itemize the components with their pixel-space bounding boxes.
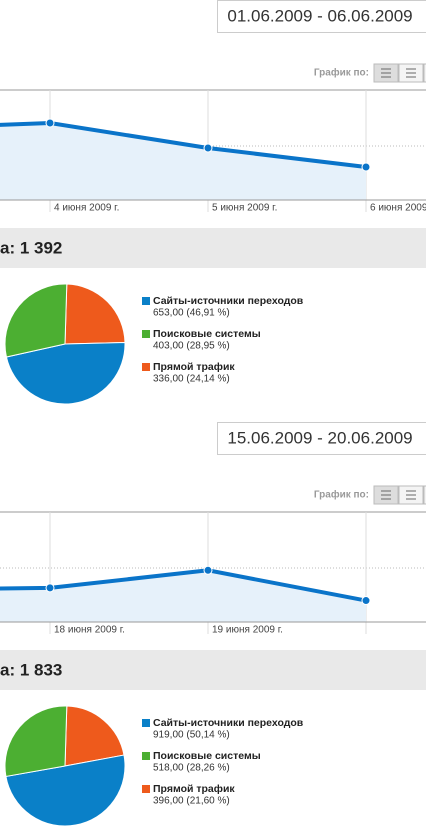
x-tick-label: 18 июня 2009 г. [54,625,125,636]
pie-slice [64,705,125,767]
legend-swatch [142,785,150,793]
total: а: 1 392 [0,238,62,257]
point [361,596,371,606]
legend-value: 653,00 (46,91 %) [153,308,230,319]
legend-value: 396,00 (21,60 %) [153,796,230,807]
legend-name: Прямой трафик [153,361,235,373]
pie-slice [64,283,126,345]
area [0,123,366,200]
point [203,565,213,575]
graph-by-label: График по: [314,67,369,79]
legend-value: 518,00 (28,26 %) [153,763,230,774]
x-tick-label: 19 июня 2009 г. [212,625,283,636]
line [0,568,367,603]
legend-name: Поисковые системы [153,750,261,762]
date-range-box[interactable] [217,0,426,33]
pie-slice [4,283,68,358]
graph-by-button[interactable] [423,63,426,83]
legend-swatch [142,330,150,338]
legend-name: Поисковые системы [153,328,261,340]
point [203,143,213,153]
graph-by-label: График по: [314,489,369,501]
point [361,162,371,172]
pie-slice [5,754,126,827]
line [0,120,367,169]
pie-slice [4,705,68,778]
x-tick-label: 5 июня 2009 г. [212,203,277,214]
total-band [0,228,426,268]
x-tick-label: 4 июня 2009 г. [54,203,119,214]
legend-name: Сайты-источники переходов [153,295,304,307]
legend-swatch [142,752,150,760]
legend-value: 403,00 (28,95 %) [153,341,230,352]
graph-by-button[interactable] [423,485,426,505]
legend-value: 336,00 (24,14 %) [153,374,230,385]
area [0,570,366,622]
legend-swatch [142,363,150,371]
total-band [0,650,426,690]
point [45,583,55,593]
legend-name: Сайты-источники переходов [153,717,304,729]
legend-name: Прямой трафик [153,783,235,795]
x-tick-label: 6 июня 2009 г. [370,203,426,214]
total: а: 1 833 [0,660,62,679]
point [45,118,55,128]
pie-slice [5,342,126,405]
date-range-box[interactable] [217,422,426,455]
legend-value: 919,00 (50,14 %) [153,730,230,741]
date-range: 01.06.2009 - 06.06.2009 [227,6,412,25]
legend-swatch [142,297,150,305]
legend-swatch [142,719,150,727]
date-range: 15.06.2009 - 20.06.2009 [227,428,412,447]
